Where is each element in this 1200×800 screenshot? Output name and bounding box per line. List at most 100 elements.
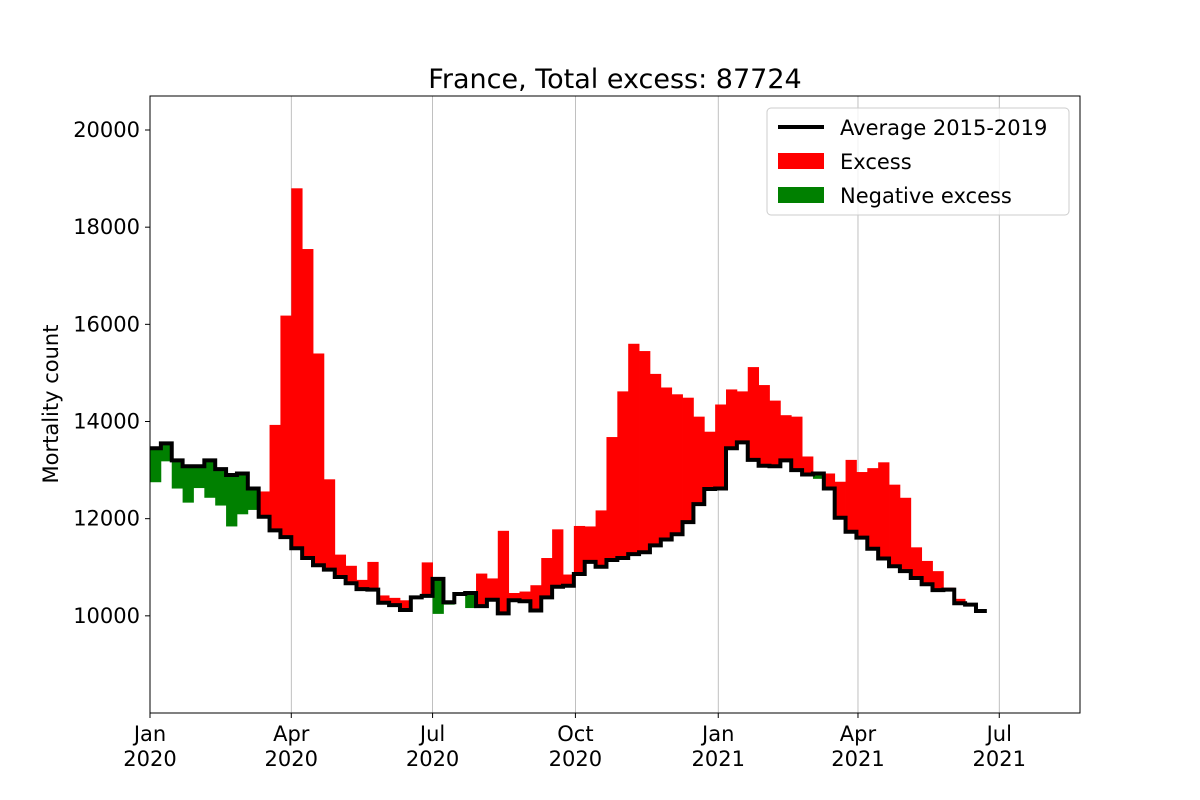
negative-excess-bar bbox=[465, 593, 477, 609]
excess-bar bbox=[736, 391, 749, 443]
excess-bar bbox=[486, 578, 499, 600]
negative-excess-bar bbox=[171, 460, 184, 489]
excess-bar bbox=[628, 343, 640, 555]
excess-bar bbox=[584, 526, 596, 562]
excess-bar bbox=[258, 491, 270, 517]
excess-bar bbox=[856, 472, 868, 538]
excess-bar bbox=[889, 484, 901, 567]
excess-bar bbox=[269, 424, 281, 531]
excess-bar bbox=[802, 456, 814, 475]
excess-bar bbox=[715, 404, 727, 489]
excess-bar bbox=[921, 560, 933, 585]
excess-bar bbox=[399, 600, 412, 611]
legend-patch-swatch bbox=[778, 153, 824, 169]
y-tick-label: 10000 bbox=[73, 604, 140, 628]
excess-bar bbox=[954, 598, 966, 604]
excess-bar bbox=[660, 387, 673, 540]
negative-excess-bar bbox=[215, 469, 227, 506]
x-tick-label-year: 2020 bbox=[406, 747, 459, 771]
excess-bar bbox=[769, 400, 781, 467]
excess-bar bbox=[476, 573, 488, 607]
excess-bar bbox=[356, 579, 368, 590]
excess-bar bbox=[910, 547, 923, 578]
negative-excess-bar bbox=[247, 488, 260, 510]
bar-series bbox=[150, 188, 966, 614]
excess-bar bbox=[291, 188, 303, 549]
excess-bar bbox=[606, 437, 618, 560]
negative-excess-bar bbox=[432, 578, 444, 614]
legend-label: Excess bbox=[840, 150, 912, 174]
excess-bar bbox=[845, 459, 857, 532]
legend-patch-swatch bbox=[778, 187, 824, 203]
excess-bar bbox=[389, 597, 401, 606]
x-tick-label-year: 2020 bbox=[123, 747, 176, 771]
x-tick-label-month: Apr bbox=[840, 722, 877, 746]
negative-excess-bar bbox=[160, 443, 173, 462]
excess-bar bbox=[791, 416, 803, 471]
y-tick-label: 20000 bbox=[73, 118, 140, 142]
excess-bar bbox=[334, 554, 347, 577]
y-tick-label: 12000 bbox=[73, 507, 140, 531]
excess-bar bbox=[671, 394, 683, 535]
excess-bar bbox=[562, 574, 575, 586]
excess-bar bbox=[519, 591, 531, 602]
excess-bar bbox=[878, 462, 890, 559]
y-tick-label: 18000 bbox=[73, 215, 140, 239]
negative-excess-bar bbox=[150, 448, 162, 483]
excess-bar bbox=[595, 510, 607, 567]
negative-excess-bar bbox=[812, 473, 825, 479]
negative-excess-bar bbox=[236, 473, 249, 515]
excess-bar bbox=[780, 415, 792, 461]
excess-bar bbox=[323, 479, 336, 570]
x-tick-label-month: Oct bbox=[557, 722, 593, 746]
excess-bar bbox=[313, 353, 325, 566]
excess-bar bbox=[508, 593, 520, 601]
x-tick-label-year: 2020 bbox=[549, 747, 602, 771]
y-axis: 10000 12000 14000 16000 18000 20000 bbox=[73, 118, 150, 628]
excess-bar bbox=[552, 529, 564, 587]
excess-bar bbox=[280, 315, 292, 538]
excess-bar bbox=[758, 385, 770, 466]
excess-bar bbox=[367, 561, 379, 590]
excess-bar bbox=[497, 530, 510, 614]
excess-bar bbox=[302, 249, 314, 559]
excess-bar bbox=[693, 416, 705, 505]
x-axis: Jan2020Apr2020Jul2020Oct2020Jan2021Apr20… bbox=[123, 713, 1026, 771]
excess-bar bbox=[345, 565, 357, 584]
x-tick-label-year: 2020 bbox=[265, 747, 318, 771]
excess-bar bbox=[573, 525, 586, 575]
average-2015-2019-line bbox=[150, 440, 987, 616]
x-tick-label-year: 2021 bbox=[831, 747, 884, 771]
excess-bar bbox=[747, 367, 760, 460]
y-tick-label: 14000 bbox=[73, 410, 140, 434]
average-line-group bbox=[150, 440, 987, 616]
x-tick-label-month: Jan bbox=[132, 722, 166, 746]
excess-bar bbox=[530, 585, 542, 611]
excess-bar bbox=[867, 468, 879, 549]
excess-bar bbox=[682, 397, 694, 523]
x-tick-label-month: Jul bbox=[418, 722, 445, 746]
excess-bar bbox=[378, 595, 390, 603]
y-axis-label: Mortality count bbox=[39, 325, 63, 484]
negative-excess-bar bbox=[226, 474, 238, 527]
negative-excess-bar bbox=[204, 460, 216, 498]
x-tick-label-year: 2021 bbox=[692, 747, 745, 771]
excess-bar bbox=[421, 562, 433, 596]
legend-label: Average 2015-2019 bbox=[840, 116, 1047, 140]
excess-bar bbox=[639, 351, 651, 553]
x-tick-label-month: Apr bbox=[273, 722, 310, 746]
excess-bar bbox=[932, 571, 944, 591]
negative-excess-bar bbox=[193, 466, 205, 489]
excess-bar bbox=[834, 481, 846, 518]
legend-box bbox=[766, 107, 1070, 216]
legend: Average 2015-2019 Excess Negative excess bbox=[766, 107, 1070, 216]
excess-bar bbox=[649, 373, 662, 546]
excess-bar bbox=[541, 558, 553, 598]
x-tick-label-month: Jul bbox=[985, 722, 1012, 746]
x-tick-label-month: Jan bbox=[700, 722, 734, 746]
y-tick-label: 16000 bbox=[73, 312, 140, 336]
x-tick-label-year: 2021 bbox=[973, 747, 1026, 771]
excess-bar bbox=[899, 497, 912, 572]
plot-frame bbox=[149, 95, 1081, 714]
